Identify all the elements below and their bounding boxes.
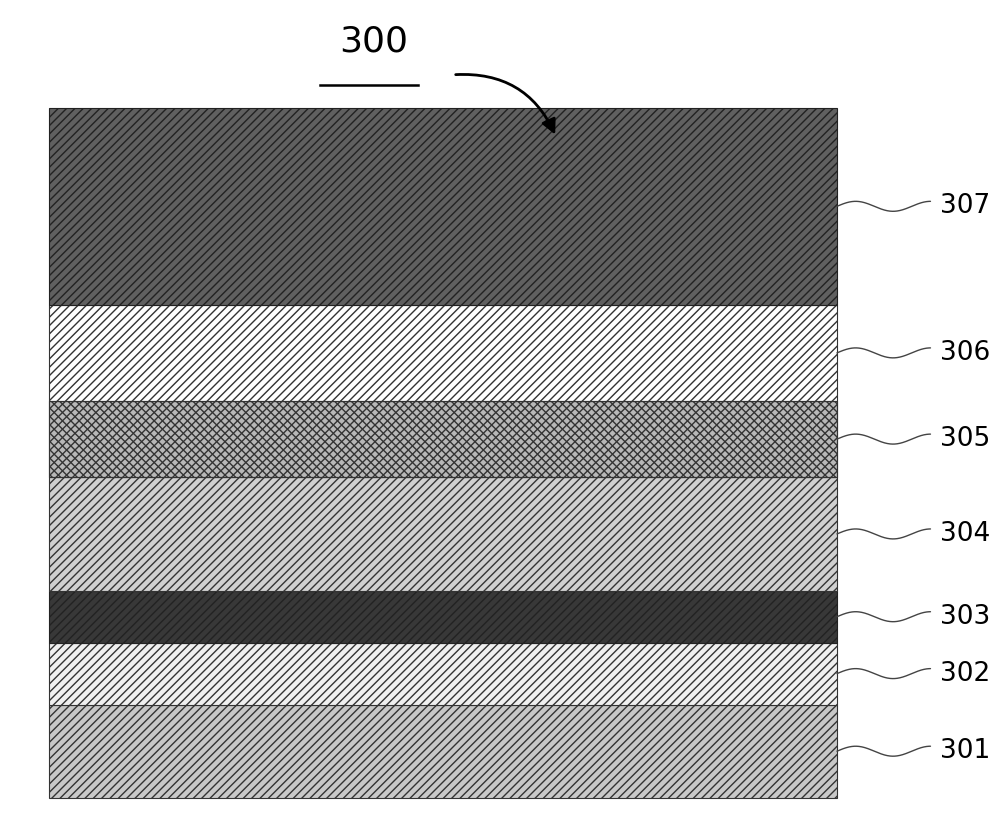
Bar	[49, 591, 837, 642]
Bar	[49, 305, 837, 401]
Text: 302: 302	[940, 661, 991, 686]
Bar	[49, 108, 837, 305]
Text: 307: 307	[940, 194, 991, 219]
Bar	[49, 705, 837, 798]
Bar	[49, 401, 837, 477]
Bar	[49, 642, 837, 705]
Text: 303: 303	[940, 603, 991, 630]
Text: 304: 304	[940, 521, 991, 547]
Text: 301: 301	[940, 738, 991, 765]
Text: 305: 305	[940, 426, 991, 452]
Text: 300: 300	[340, 24, 409, 58]
Bar	[49, 477, 837, 591]
Bar	[49, 401, 837, 477]
Text: 306: 306	[940, 340, 991, 366]
